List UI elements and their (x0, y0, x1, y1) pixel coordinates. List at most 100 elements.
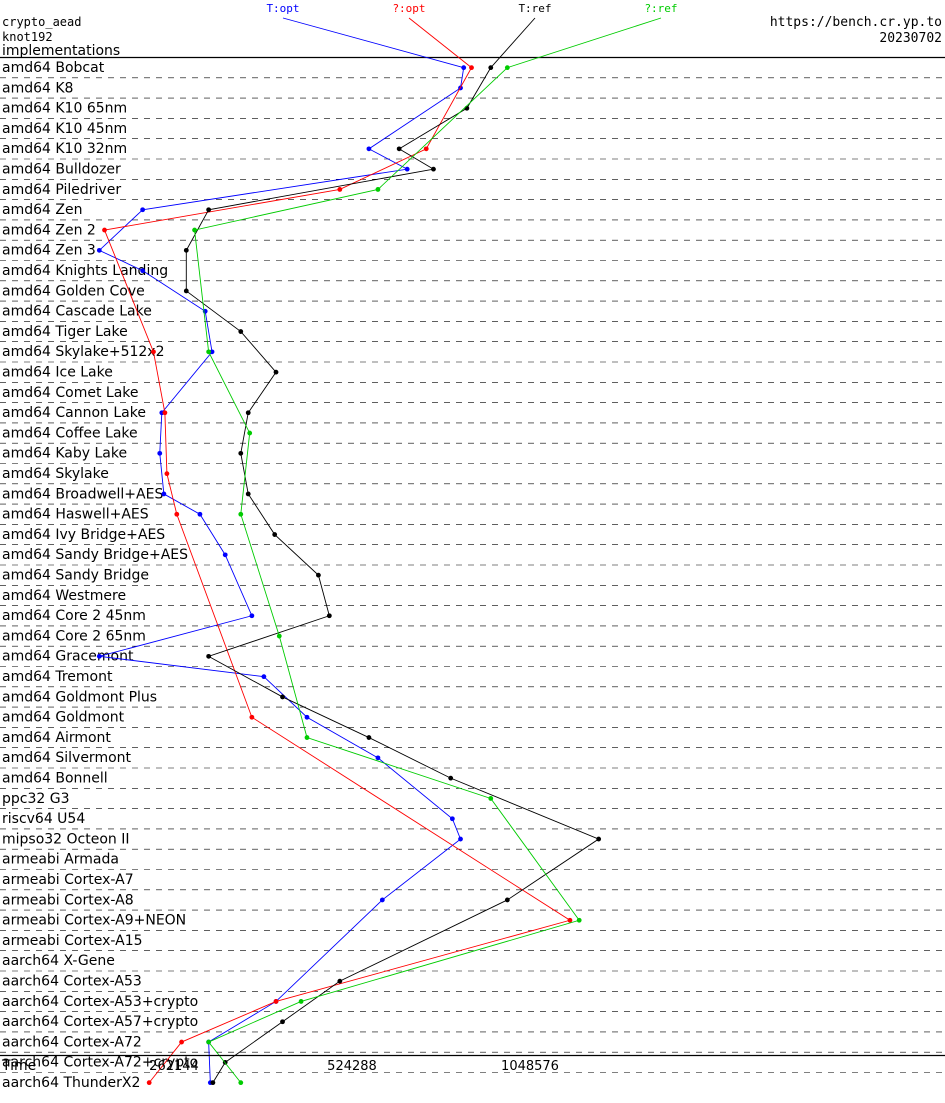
data-point (222, 552, 228, 558)
series-line (185, 67, 600, 1083)
category-label: amd64 Airmont (2, 730, 111, 746)
header-left-line: knot192 (2, 30, 53, 44)
series-layer (96, 17, 662, 1086)
data-point (272, 532, 278, 537)
data-point (337, 187, 343, 192)
category-label: amd64 K8 (2, 80, 73, 96)
data-point (183, 288, 189, 294)
data-point (449, 816, 455, 822)
category-label: aarch64 Cortex-A72+crypto (2, 1055, 198, 1071)
data-point (396, 146, 402, 152)
data-point (146, 1080, 152, 1086)
series-legend-link (408, 17, 472, 69)
data-point (504, 65, 510, 71)
legend-entry: T:ref (518, 2, 551, 15)
data-point (423, 146, 429, 152)
legend: T:opt ?:opt T:ref ?:ref (266, 2, 677, 15)
header-right-line: 20230702 (879, 31, 942, 46)
data-point (576, 917, 582, 923)
data-point (261, 674, 267, 680)
data-point (162, 410, 168, 416)
category-label: amd64 Core 2 65nm (2, 628, 146, 644)
category-label: amd64 Golden Cove (2, 283, 145, 299)
category-label: armeabi Cortex-A9+NEON (2, 913, 186, 929)
data-point (273, 999, 279, 1004)
category-label: amd64 Cascade Lake (2, 304, 152, 320)
x-tick-label: 262144 (149, 1059, 199, 1074)
category-label: amd64 Silvermont (2, 750, 132, 766)
data-point (206, 653, 212, 659)
category-label: amd64 Tremont (2, 669, 113, 685)
data-point (164, 471, 170, 477)
data-point (102, 227, 107, 233)
category-label: ppc32 G3 (2, 791, 70, 807)
category-label: armeabi Armada (2, 852, 119, 868)
series-legend-link (282, 17, 464, 69)
data-point (197, 511, 203, 517)
data-point (247, 430, 253, 436)
data-point (245, 491, 251, 497)
data-point (326, 613, 332, 619)
data-point (206, 349, 212, 355)
category-label: amd64 Coffee Lake (2, 425, 138, 441)
category-label: amd64 Skylake (2, 466, 109, 482)
data-point (366, 735, 372, 740)
data-point (431, 166, 436, 172)
header-right-line: https://bench.cr.yp.to (770, 15, 942, 30)
data-point (337, 978, 343, 984)
data-point (157, 450, 163, 456)
category-label: amd64 Westmere (2, 588, 126, 604)
category-label: aarch64 Cortex-A57+crypto (2, 1014, 198, 1030)
category-label: amd64 Zen 2 (2, 222, 96, 238)
category-label: mipso32 Octeon II (2, 831, 130, 847)
category-label: amd64 Zen 3 (2, 243, 96, 259)
category-label: amd64 Goldmont (2, 710, 125, 726)
data-point (96, 247, 102, 253)
chart-header: crypto_aead knot192 implementations http… (2, 15, 942, 59)
category-label: armeabi Cortex-A7 (2, 872, 134, 888)
category-label: amd64 Piledriver (2, 182, 121, 198)
data-point (245, 410, 251, 416)
data-point (238, 329, 244, 334)
data-point (183, 247, 189, 253)
data-point (96, 653, 102, 659)
data-point (238, 511, 244, 517)
data-point (206, 1039, 212, 1045)
category-label: amd64 K10 45nm (2, 121, 127, 137)
category-label: aarch64 X-Gene (2, 953, 115, 969)
x-axis-label: Time (1, 1058, 36, 1074)
category-label: armeabi Cortex-A8 (2, 892, 134, 908)
header-left-line: crypto_aead (2, 15, 81, 29)
data-point (209, 349, 215, 355)
category-label: amd64 Gracemont (2, 649, 134, 665)
data-point (174, 511, 180, 517)
category-label: riscv64 U54 (2, 811, 85, 827)
row-grid: amd64 Bobcat amd64 K8 amd64 K10 65nm amd64 … (0, 60, 945, 1091)
data-point (140, 207, 146, 213)
category-label: amd64 Comet Lake (2, 385, 139, 401)
data-point (448, 775, 454, 781)
data-point (298, 999, 304, 1004)
category-label: aarch64 ThunderX2 (2, 1075, 140, 1091)
data-point (596, 836, 602, 842)
category-label: amd64 Bulldozer (2, 162, 121, 178)
category-label: aarch64 Cortex-A53 (2, 974, 142, 990)
data-point (375, 187, 381, 192)
data-point (375, 755, 381, 761)
data-point (404, 166, 410, 172)
data-point (151, 349, 156, 355)
data-point (488, 65, 494, 71)
data-point (238, 1080, 244, 1086)
data-point (304, 714, 310, 720)
category-label: amd64 Bobcat (2, 60, 105, 76)
category-label: armeabi Cortex-A15 (2, 933, 143, 949)
data-point (488, 796, 494, 801)
data-point (379, 897, 385, 903)
data-point (192, 227, 197, 233)
category-label: amd64 Cannon Lake (2, 405, 146, 421)
data-point (249, 714, 255, 720)
data-point (210, 1080, 216, 1086)
data-point (161, 491, 167, 497)
category-label: amd64 Kaby Lake (2, 446, 127, 462)
